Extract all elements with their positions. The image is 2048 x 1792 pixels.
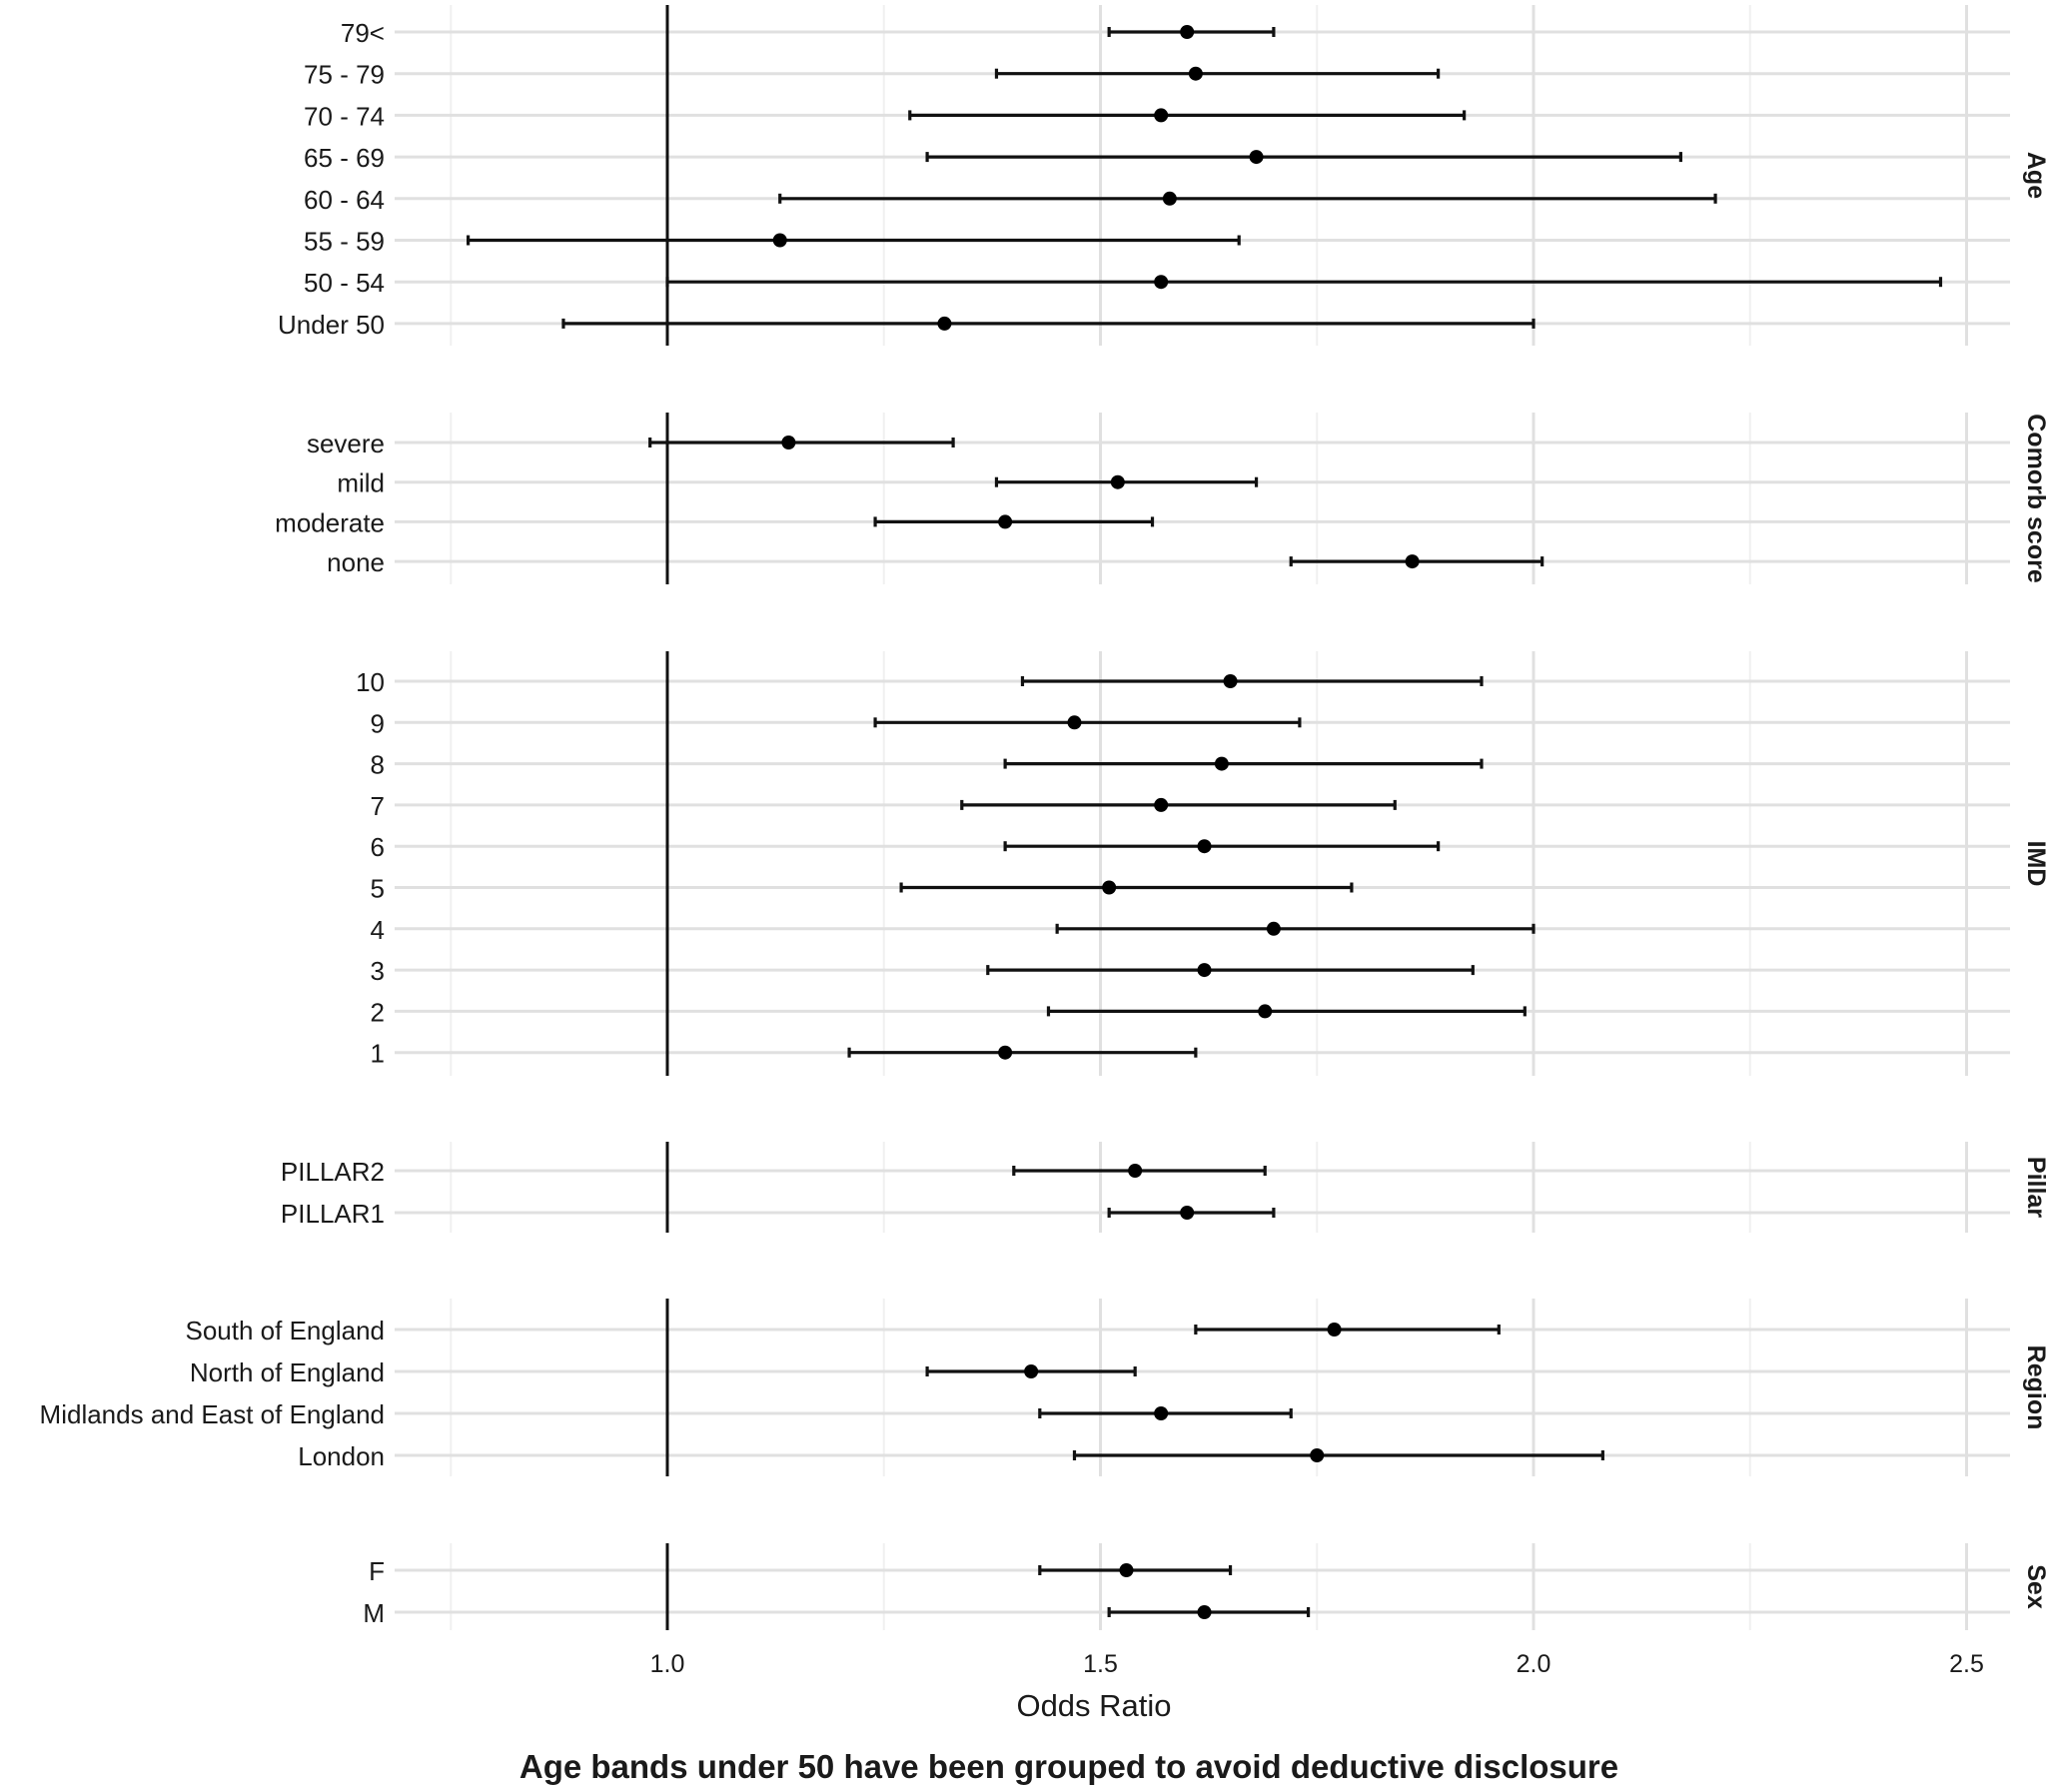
odds-ratio-point	[1406, 554, 1420, 568]
odds-ratio-point	[1198, 1605, 1212, 1619]
row-label: Under 50	[278, 310, 385, 340]
row-label: South of England	[186, 1316, 386, 1345]
odds-ratio-point	[998, 1046, 1012, 1060]
odds-ratio-point	[1258, 1004, 1272, 1018]
odds-ratio-point	[1180, 1206, 1194, 1220]
row-label: 2	[371, 997, 385, 1027]
row-label: none	[327, 547, 385, 577]
row-label: 5	[371, 874, 385, 904]
row-label: mild	[337, 468, 385, 498]
odds-ratio-point	[1024, 1364, 1038, 1378]
odds-ratio-point	[1250, 150, 1264, 164]
row-label: 10	[356, 667, 385, 697]
odds-ratio-point	[1154, 798, 1168, 812]
x-tick-label: 1.0	[650, 1650, 685, 1678]
row-label: PILLAR1	[281, 1199, 385, 1229]
odds-ratio-point	[1102, 881, 1116, 895]
odds-ratio-point	[1198, 963, 1212, 977]
odds-ratio-point	[1120, 1563, 1134, 1577]
row-label: 4	[371, 915, 385, 945]
row-label: 6	[371, 832, 385, 862]
row-label: 55 - 59	[304, 227, 385, 257]
row-label: severe	[307, 429, 385, 458]
odds-ratio-point	[1267, 922, 1281, 936]
odds-ratio-point	[1128, 1164, 1142, 1178]
chart-caption: Age bands under 50 have been grouped to …	[519, 1748, 1618, 1785]
x-tick-label: 2.5	[1949, 1650, 1984, 1678]
row-label: 9	[371, 708, 385, 738]
odds-ratio-point	[1310, 1448, 1324, 1462]
row-label: 65 - 69	[304, 143, 385, 173]
row-label: 3	[371, 956, 385, 986]
row-label: North of England	[190, 1357, 385, 1387]
odds-ratio-point	[1067, 715, 1081, 729]
x-axis-title: Odds Ratio	[1016, 1688, 1171, 1723]
row-label: 50 - 54	[304, 268, 385, 298]
x-axis: 1.0 1.5 2.0 2.5	[650, 1650, 1984, 1678]
odds-ratio-point	[1154, 275, 1168, 289]
row-label: 79<	[341, 18, 385, 48]
odds-ratio-point	[998, 514, 1012, 528]
row-label: moderate	[275, 507, 385, 537]
row-label: 1	[371, 1039, 385, 1069]
facet-label: Age	[2022, 152, 2048, 199]
odds-ratio-point	[1198, 839, 1212, 853]
odds-ratio-point	[1111, 475, 1125, 489]
odds-ratio-point	[1154, 1406, 1168, 1420]
odds-ratio-point	[781, 436, 795, 449]
odds-ratio-point	[1154, 108, 1168, 122]
row-label: F	[369, 1556, 385, 1586]
x-tick-label: 2.0	[1517, 1650, 1551, 1678]
marks-layer	[469, 25, 1941, 1619]
row-label: M	[363, 1598, 385, 1628]
x-tick-label: 1.5	[1083, 1650, 1118, 1678]
odds-ratio-point	[1189, 67, 1203, 81]
odds-ratio-point	[1180, 25, 1194, 39]
row-label: 7	[371, 791, 385, 821]
odds-ratio-point	[1215, 757, 1229, 771]
odds-ratio-point	[1328, 1323, 1342, 1337]
label-layer: 79< 75 - 79 70 - 74 65 - 69 60 - 64 55 - 59 50…	[40, 18, 2048, 1628]
row-label: 75 - 79	[304, 60, 385, 90]
facet-label: IMD	[2022, 841, 2048, 887]
row-label: PILLAR2	[281, 1157, 385, 1187]
facet-label: Region	[2022, 1345, 2048, 1430]
odds-ratio-point	[937, 317, 951, 331]
row-label: 60 - 64	[304, 185, 385, 215]
grid-layer	[395, 5, 2010, 1630]
odds-ratio-point	[773, 234, 787, 248]
row-label: London	[298, 1441, 385, 1471]
facet-label: Comorb score	[2022, 414, 2048, 583]
facet-label: Sex	[2022, 1564, 2048, 1609]
row-label: Midlands and East of England	[40, 1399, 385, 1429]
facet-label: Pillar	[2022, 1157, 2048, 1218]
odds-ratio-point	[1163, 192, 1177, 206]
odds-ratio-point	[1224, 674, 1238, 688]
row-label: 70 - 74	[304, 101, 385, 131]
row-label: 8	[371, 750, 385, 780]
